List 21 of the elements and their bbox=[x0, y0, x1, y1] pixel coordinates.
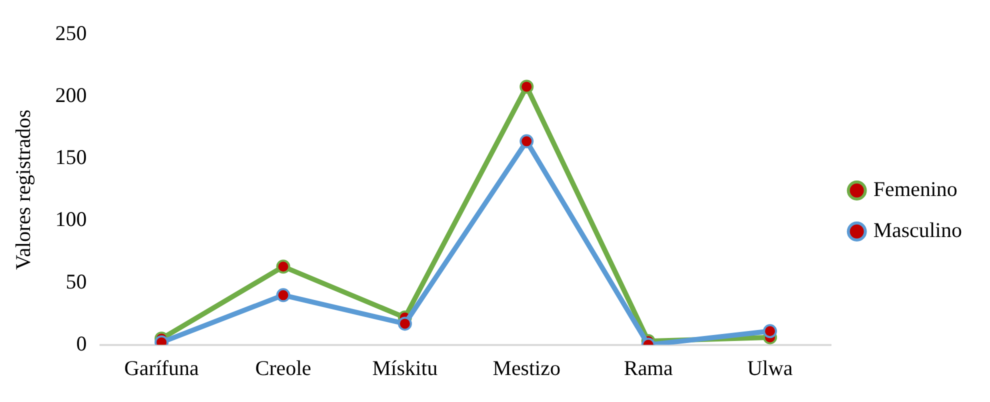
point bbox=[276, 260, 290, 274]
y-tick-label: 50 bbox=[66, 269, 87, 294]
x-tick-label: Garífuna bbox=[124, 356, 200, 380]
y-tick-label: 100 bbox=[55, 207, 87, 232]
legend-label: Femenino bbox=[873, 177, 958, 202]
x-tick-label: Creole bbox=[255, 356, 312, 380]
x-tick-label: Mískitu bbox=[372, 356, 438, 380]
y-tick-label: 0 bbox=[76, 331, 87, 356]
point bbox=[520, 134, 534, 148]
x-tick-label: Ulwa bbox=[747, 356, 794, 380]
y-axis-title: Valores registrados bbox=[11, 110, 36, 270]
point bbox=[276, 288, 290, 302]
legend-label: Masculino bbox=[873, 218, 962, 242]
x-tick-label: Mestizo bbox=[492, 356, 560, 380]
point bbox=[520, 80, 534, 94]
y-tick-label: 200 bbox=[55, 83, 87, 108]
y-tick-label: 250 bbox=[55, 21, 87, 46]
x-tick-label: Rama bbox=[624, 356, 674, 380]
point bbox=[763, 324, 777, 338]
point bbox=[398, 316, 412, 331]
y-tick-label: 150 bbox=[55, 145, 87, 170]
